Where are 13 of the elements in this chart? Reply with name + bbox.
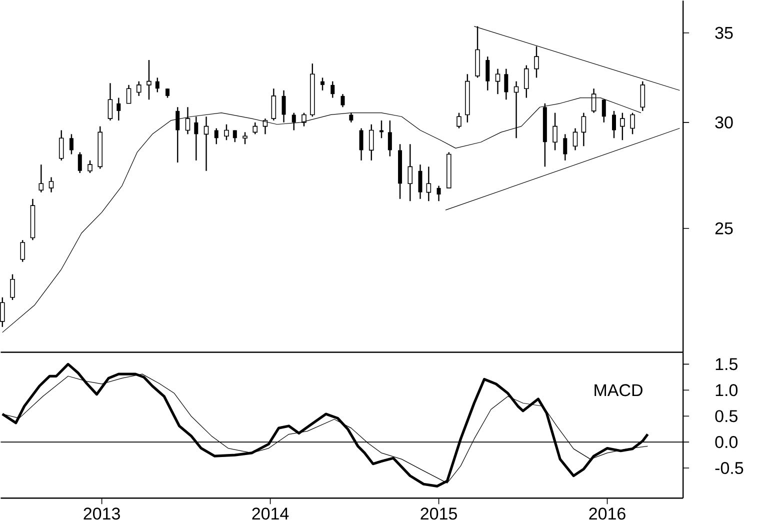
y-tick-label: -0.5 — [715, 462, 744, 474]
y-tick-label: 0.5 — [715, 410, 738, 422]
y-tick-label: 25 — [715, 222, 733, 234]
x-tick-label: 2014 — [252, 508, 289, 520]
x-tick-label: 2016 — [589, 508, 626, 520]
x-tick-label: 2015 — [420, 508, 457, 520]
annotation: MACD — [594, 384, 642, 396]
y-tick-label: 0.0 — [715, 436, 738, 448]
x-tick-label: 2013 — [84, 508, 120, 520]
y-tick-label: 1.5 — [716, 358, 738, 370]
y-tick-label: 30 — [715, 116, 733, 128]
y-tick-label: 1.0 — [716, 384, 738, 396]
y-tick-label: 35 — [715, 26, 733, 39]
